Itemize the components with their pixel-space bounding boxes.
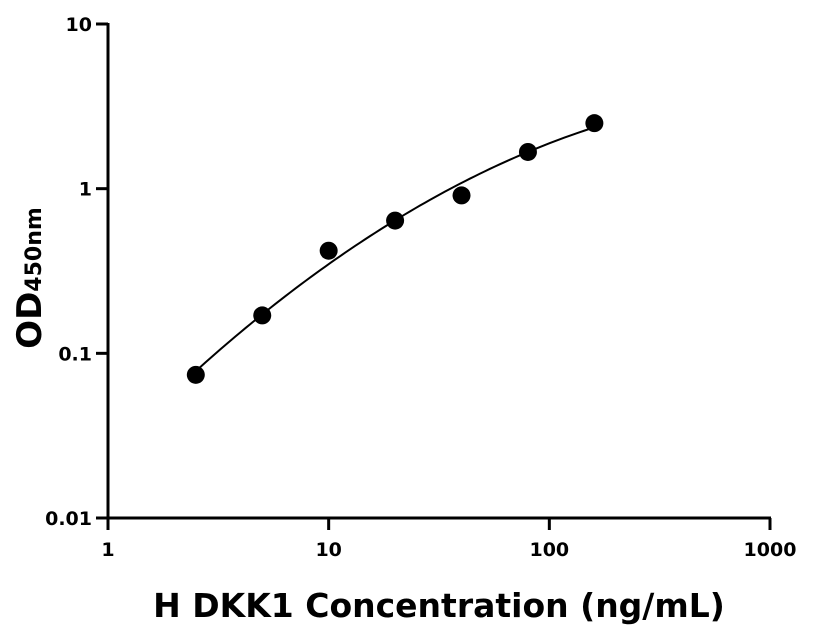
data-point — [386, 211, 405, 230]
data-point — [186, 365, 205, 384]
x-tick-label: 1000 — [744, 539, 797, 561]
y-axis-title-main: OD — [10, 292, 50, 349]
x-tick-label: 100 — [529, 539, 569, 561]
data-point — [452, 186, 471, 205]
x-axis-ticks: 1 10 100 1000 — [101, 518, 796, 561]
fit-curve — [195, 126, 595, 372]
data-point — [319, 241, 338, 260]
data-point — [518, 142, 537, 161]
x-axis-title: H DKK1 Concentration (ng/mL) — [153, 586, 725, 625]
y-tick-label: 1 — [79, 179, 92, 201]
y-tick-label: 10 — [66, 14, 92, 36]
x-tick-label: 10 — [315, 539, 341, 561]
data-point — [253, 306, 272, 325]
axes — [106, 23, 771, 520]
data-points — [186, 114, 604, 384]
y-axis-title-subscript: 450nm — [22, 207, 47, 292]
y-tick-label: 0.01 — [45, 508, 92, 530]
y-axis-ticks: 0.01 0.1 1 10 — [45, 14, 108, 530]
y-tick-label: 0.1 — [58, 343, 92, 365]
x-tick-label: 1 — [101, 539, 114, 561]
y-axis-title: OD450nm — [10, 207, 50, 349]
data-point — [585, 114, 604, 133]
